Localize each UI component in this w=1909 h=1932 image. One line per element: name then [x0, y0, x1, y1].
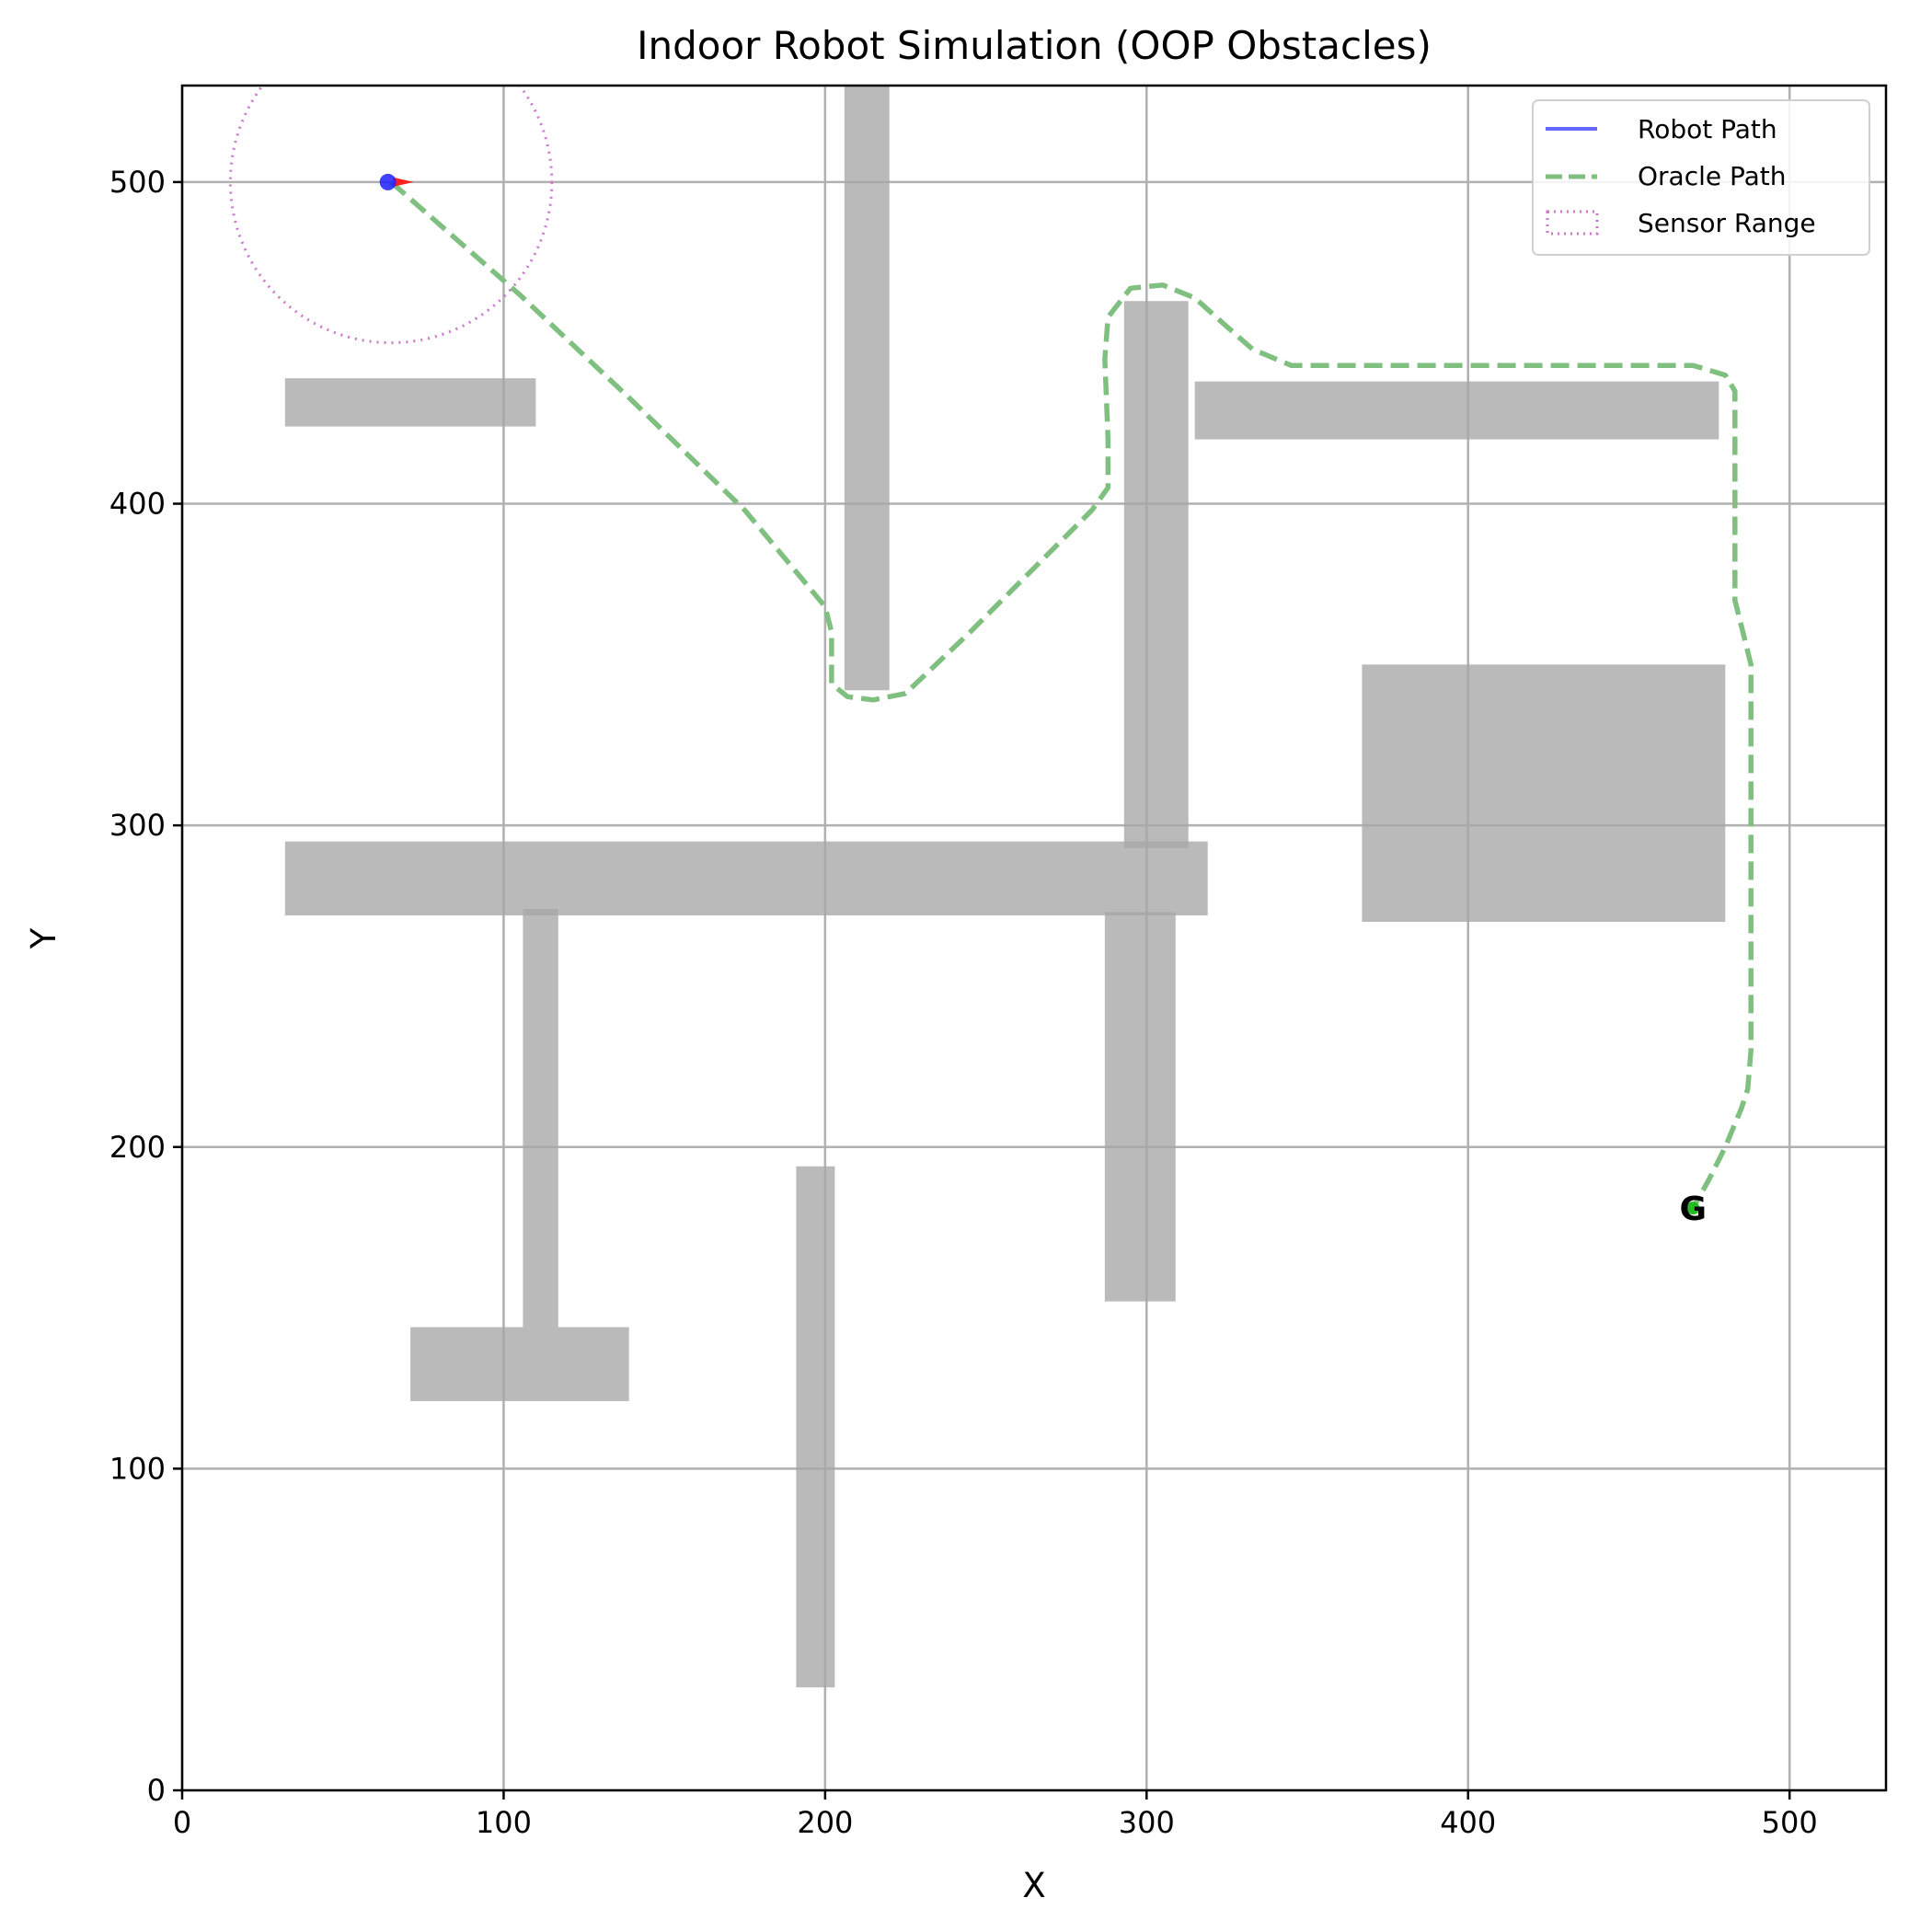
- x-tick-label: 300: [1119, 1805, 1175, 1840]
- obstacles: [284, 86, 1726, 1688]
- legend-oracle-path-label: Oracle Path: [1638, 161, 1787, 191]
- x-axis-label: X: [1022, 1866, 1045, 1905]
- obstacle: [844, 86, 890, 691]
- legend-sensor-range-swatch: [1546, 210, 1599, 236]
- oracle-path-line: [389, 179, 1754, 1210]
- obstacle: [410, 1327, 629, 1401]
- chart-title: Indoor Robot Simulation (OOP Obstacles): [637, 23, 1432, 68]
- y-axis-label: Y: [24, 927, 63, 949]
- y-tick-label: 200: [109, 1130, 166, 1165]
- obstacle: [796, 1166, 835, 1688]
- obstacle: [523, 909, 558, 1328]
- goal-marker: [1686, 1202, 1700, 1215]
- x-tick-label: 200: [797, 1805, 853, 1840]
- markers: G: [379, 173, 1708, 1228]
- obstacle: [284, 378, 536, 427]
- obstacle: [1362, 664, 1726, 923]
- legend-robot-path-label: Robot Path: [1638, 114, 1777, 144]
- x-tick-label: 500: [1762, 1805, 1818, 1840]
- obstacle: [1123, 301, 1189, 848]
- ticks: 0 100 200 300 400 500 0 100 200 300 400 500: [109, 165, 1818, 1840]
- y-tick-label: 0: [147, 1773, 166, 1808]
- legend-sensor-range-label: Sensor Range: [1638, 208, 1816, 238]
- series: [228, 86, 1754, 1210]
- obstacle: [284, 841, 1208, 916]
- x-tick-label: 0: [173, 1805, 191, 1840]
- legend: Robot Path Oracle Path Sensor Range: [1532, 99, 1870, 256]
- robot-marker: [379, 173, 397, 190]
- x-tick-label: 100: [476, 1805, 532, 1840]
- y-tick-label: 500: [109, 165, 166, 200]
- plot-frame: [180, 84, 1888, 1792]
- x-tick-label: 400: [1440, 1805, 1496, 1840]
- sensor-range-circle: [228, 86, 554, 345]
- obstacle: [1104, 912, 1176, 1302]
- goal-label: G: [1680, 1190, 1708, 1228]
- y-tick-label: 300: [109, 808, 166, 843]
- y-tick-label: 400: [109, 487, 166, 522]
- y-tick-label: 100: [109, 1451, 166, 1486]
- legend-box: [1532, 99, 1870, 256]
- robot-heading-arrow: [393, 177, 414, 187]
- obstacle: [1194, 381, 1719, 440]
